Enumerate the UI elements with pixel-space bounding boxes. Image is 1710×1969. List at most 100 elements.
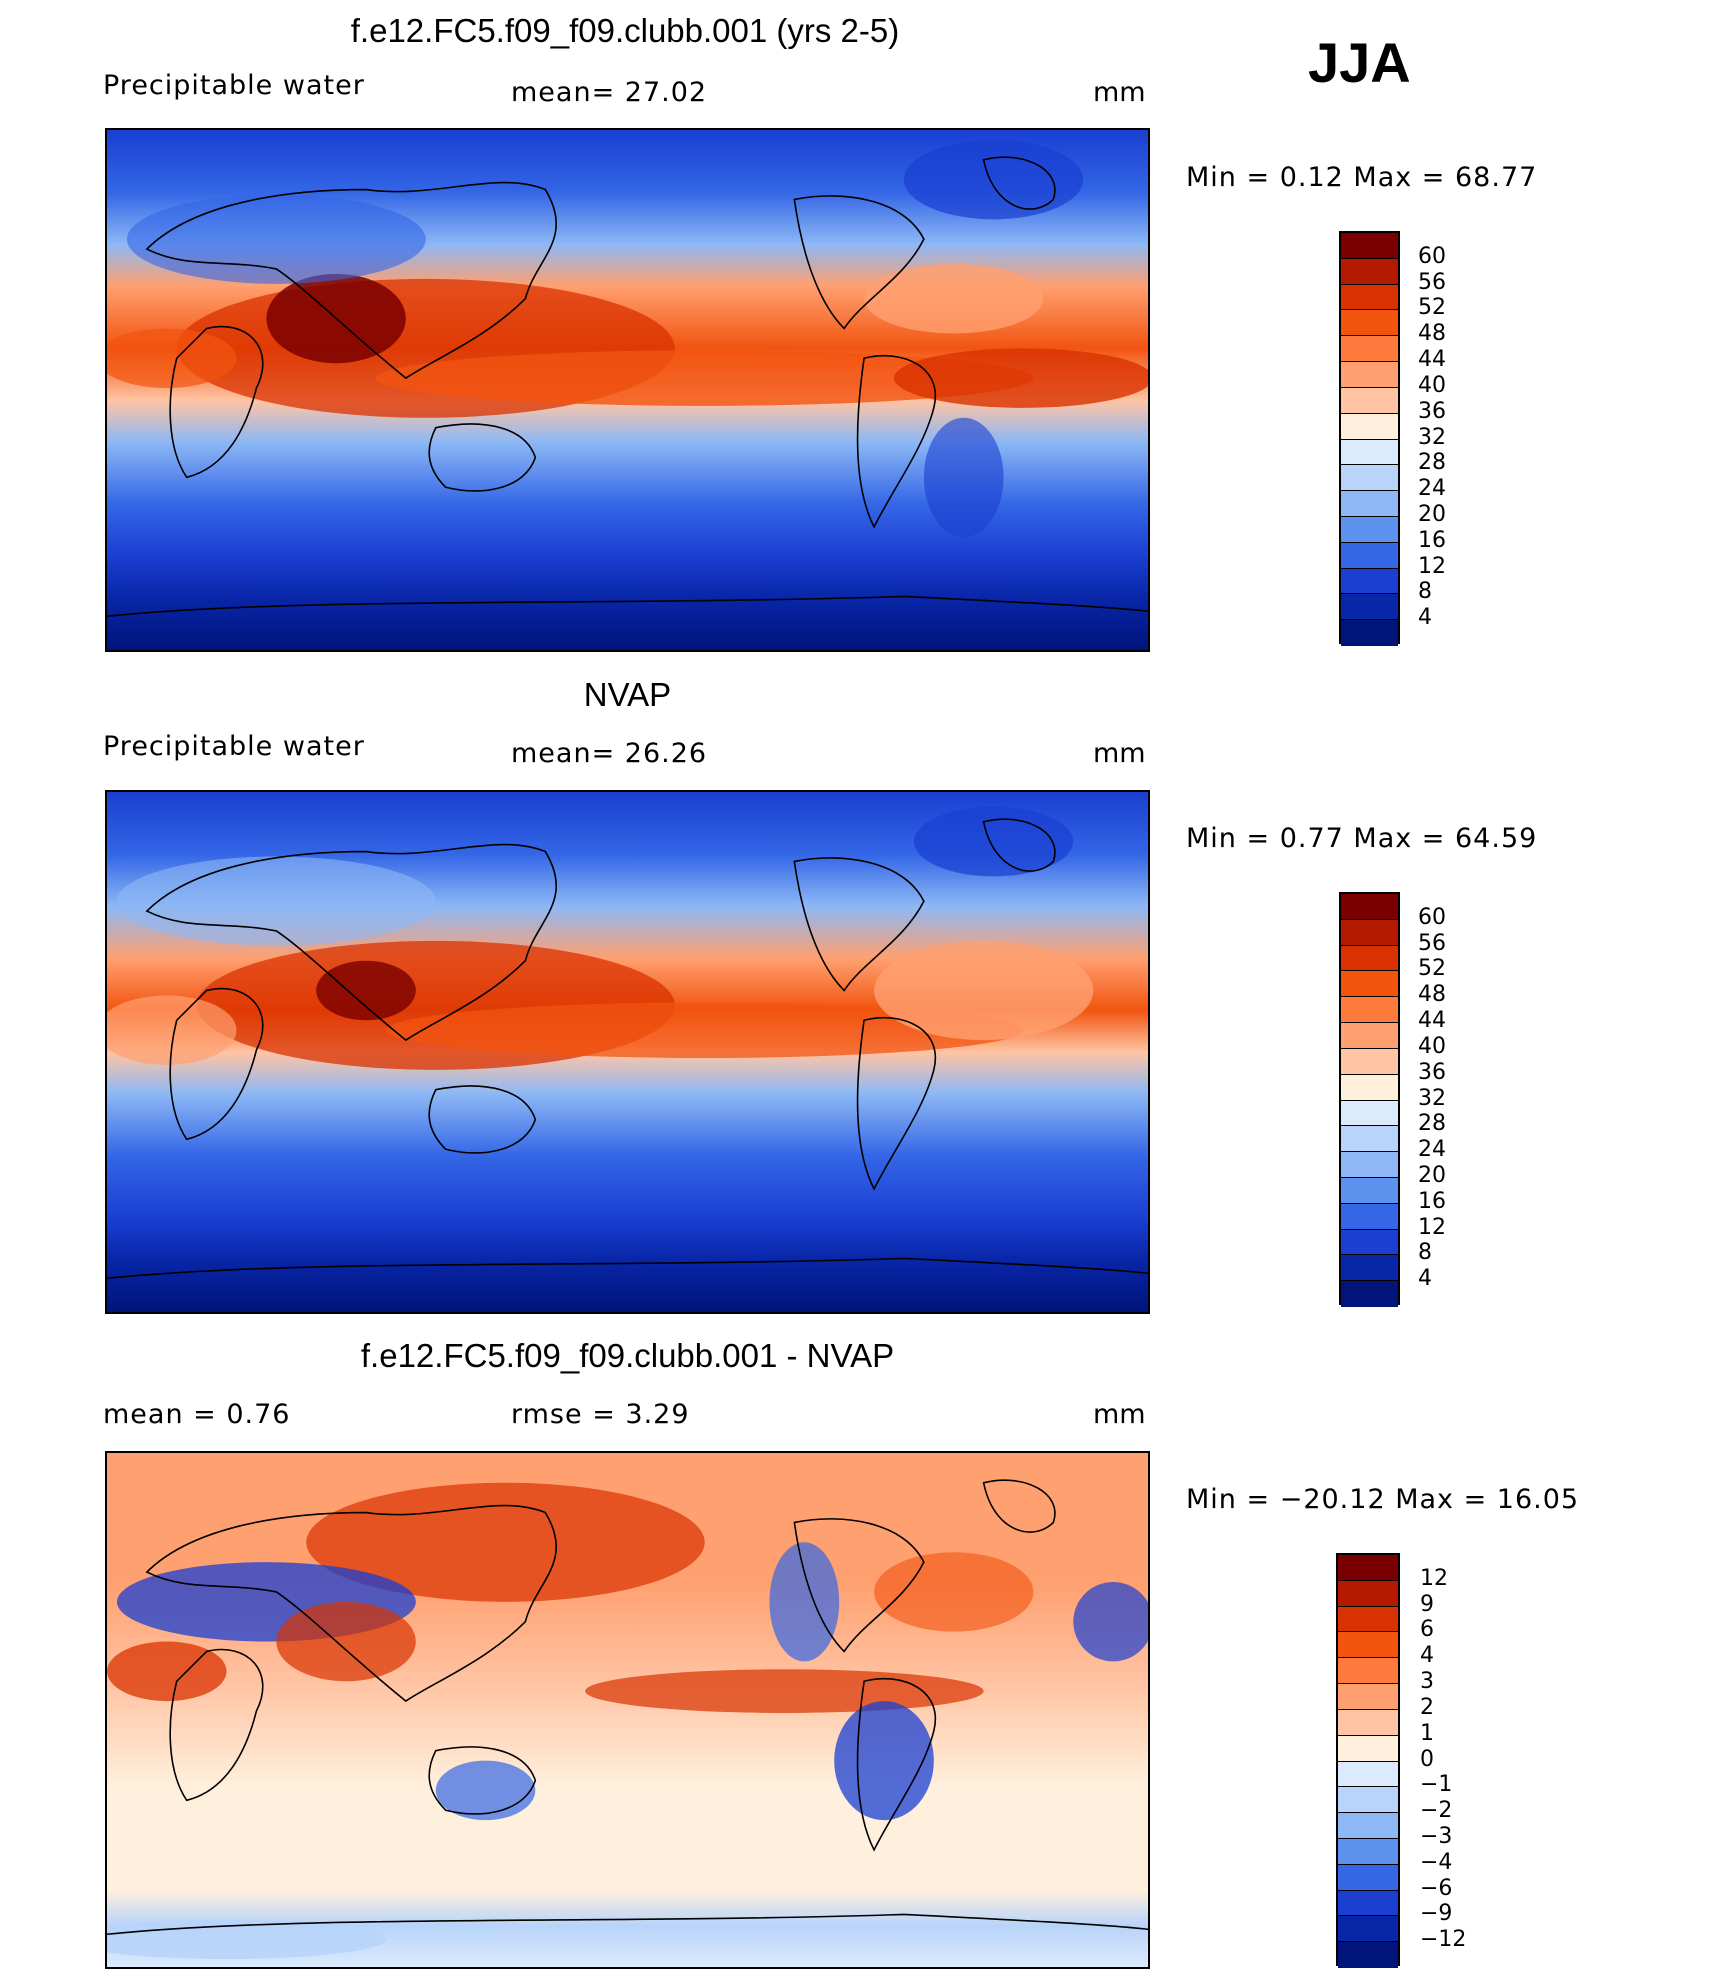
colorbar-box xyxy=(1341,387,1398,414)
colorbar-box xyxy=(1341,465,1398,492)
panel-3-rmse-label: rmse = 3.29 xyxy=(511,1399,690,1430)
colorbar-tick-label: −2 xyxy=(1420,1798,1453,1824)
panel-2-minmax: Min = 0.77 Max = 64.59 xyxy=(1186,823,1538,854)
colorbar-box xyxy=(1338,1735,1398,1762)
panel-1-minmax: Min = 0.12 Max = 68.77 xyxy=(1186,162,1538,193)
colorbar-tick-label: 56 xyxy=(1418,930,1446,956)
panel-3-units: mm xyxy=(1093,1399,1146,1430)
colorbar-tick-label: 12 xyxy=(1418,1214,1446,1240)
colorbar-box xyxy=(1338,1787,1398,1814)
colorbar-box xyxy=(1341,413,1398,440)
colorbar-tick-label: 4 xyxy=(1418,1266,1432,1292)
colorbar-tick-label: 32 xyxy=(1418,1085,1446,1111)
season-label: JJA xyxy=(1308,31,1411,94)
colorbar-box xyxy=(1341,439,1398,466)
colorbar-tick-label: 4 xyxy=(1420,1643,1434,1669)
panel-2-title: NVAP xyxy=(583,676,672,713)
colorbar-box xyxy=(1338,1580,1398,1607)
colorbar-tick-label: 20 xyxy=(1418,501,1446,527)
colorbar-tick-label: −4 xyxy=(1420,1849,1453,1875)
colorbar-box xyxy=(1341,894,1398,920)
colorbar-box xyxy=(1341,1255,1398,1282)
panel-3-minmax: Min = −20.12 Max = 16.05 xyxy=(1186,1484,1580,1515)
colorbar-box xyxy=(1341,594,1398,621)
colorbar-box xyxy=(1341,542,1398,569)
colorbar-box xyxy=(1341,1203,1398,1230)
panel-2-colorbar xyxy=(1339,892,1400,1307)
panel-1-left-label: Precipitable water xyxy=(103,70,365,101)
colorbar-box xyxy=(1341,971,1398,998)
colorbar-tick-label: 16 xyxy=(1418,527,1446,553)
colorbar-tick-label: −12 xyxy=(1420,1927,1467,1953)
colorbar-box xyxy=(1341,1126,1398,1153)
colorbar-tick-label: 36 xyxy=(1418,1059,1446,1085)
colorbar-box xyxy=(1341,310,1398,337)
colorbar-tick-label: 2 xyxy=(1420,1694,1434,1720)
panel-3-mean-label: mean = 0.76 xyxy=(103,1399,291,1430)
colorbar-box xyxy=(1341,336,1398,363)
colorbar-box xyxy=(1341,1152,1398,1178)
colorbar-tick-label: 44 xyxy=(1418,1008,1446,1034)
colorbar-box xyxy=(1341,1048,1398,1075)
colorbar-box xyxy=(1341,1100,1398,1127)
panel-1-units: mm xyxy=(1093,77,1146,108)
colorbar-tick-label: −6 xyxy=(1420,1875,1453,1901)
panel-1-title: f.e12.FC5.f09_f09.clubb.001 (yrs 2-5) xyxy=(350,12,900,49)
colorbar-box xyxy=(1338,1709,1398,1736)
colorbar-box xyxy=(1338,1864,1398,1891)
colorbar-tick-label: 8 xyxy=(1418,1240,1432,1266)
colorbar-box xyxy=(1341,620,1398,646)
colorbar-tick-label: 16 xyxy=(1418,1188,1446,1214)
colorbar-box xyxy=(1341,516,1398,543)
colorbar-tick-label: 6 xyxy=(1420,1617,1434,1643)
colorbar-box xyxy=(1341,362,1398,388)
colorbar-tick-label: 48 xyxy=(1418,321,1446,347)
colorbar-box xyxy=(1338,1942,1398,1968)
colorbar-box xyxy=(1341,233,1398,259)
panel-3-map xyxy=(105,1451,1150,1969)
panel-2-left-label: Precipitable water xyxy=(103,731,365,762)
colorbar-box xyxy=(1338,1606,1398,1633)
colorbar-tick-label: 44 xyxy=(1418,347,1446,373)
colorbar-box xyxy=(1341,258,1398,285)
colorbar-tick-label: 52 xyxy=(1418,956,1446,982)
panel-2-map xyxy=(105,790,1150,1314)
colorbar-box xyxy=(1338,1555,1398,1581)
colorbar-tick-label: 4 xyxy=(1418,605,1432,631)
colorbar-box xyxy=(1341,1229,1398,1256)
colorbar-box xyxy=(1341,997,1398,1024)
colorbar-tick-label: 56 xyxy=(1418,269,1446,295)
colorbar-box xyxy=(1341,1074,1398,1101)
colorbar-box xyxy=(1341,284,1398,311)
colorbar-box xyxy=(1341,945,1398,972)
panel-2-mean-label: mean= 26.26 xyxy=(511,738,708,769)
colorbar-tick-label: 1 xyxy=(1420,1720,1434,1746)
colorbar-tick-label: −1 xyxy=(1420,1772,1453,1798)
colorbar-box xyxy=(1341,1281,1398,1307)
colorbar-tick-label: 60 xyxy=(1418,904,1446,930)
colorbar-box xyxy=(1338,1890,1398,1917)
colorbar-tick-label: 60 xyxy=(1418,243,1446,269)
colorbar-tick-label: 8 xyxy=(1418,579,1432,605)
colorbar-tick-label: 36 xyxy=(1418,398,1446,424)
colorbar-tick-label: 28 xyxy=(1418,450,1446,476)
colorbar-box xyxy=(1338,1838,1398,1865)
colorbar-box xyxy=(1338,1916,1398,1943)
colorbar-box xyxy=(1338,1761,1398,1788)
colorbar-tick-label: 24 xyxy=(1418,1137,1446,1163)
colorbar-tick-label: 28 xyxy=(1418,1111,1446,1137)
colorbar-tick-label: 48 xyxy=(1418,982,1446,1008)
colorbar-tick-label: 24 xyxy=(1418,476,1446,502)
colorbar-box xyxy=(1341,491,1398,517)
colorbar-tick-label: 20 xyxy=(1418,1162,1446,1188)
colorbar-box xyxy=(1338,1632,1398,1659)
colorbar-tick-label: 12 xyxy=(1420,1565,1448,1591)
colorbar-tick-label: 52 xyxy=(1418,295,1446,321)
panel-1-colorbar xyxy=(1339,231,1400,646)
colorbar-tick-label: 40 xyxy=(1418,1033,1446,1059)
colorbar-box xyxy=(1341,568,1398,595)
colorbar-box xyxy=(1338,1684,1398,1710)
panel-1-mean-label: mean= 27.02 xyxy=(511,77,708,108)
colorbar-tick-label: 3 xyxy=(1420,1669,1434,1695)
colorbar-tick-label: 9 xyxy=(1420,1591,1434,1617)
